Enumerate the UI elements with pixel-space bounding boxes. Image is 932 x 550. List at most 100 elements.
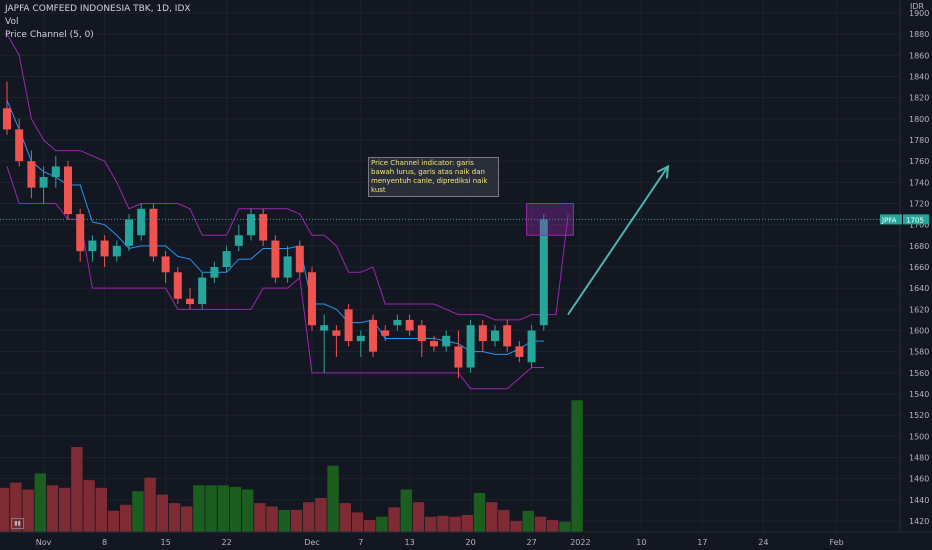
time-axis[interactable]: Nov 8 15 22 Dec 7 13 20 27 2022 10 17 24 Feb xyxy=(0,531,932,550)
time-tick-label: 15 xyxy=(161,538,171,547)
candle xyxy=(393,314,402,331)
price-axis-bg xyxy=(900,0,932,550)
volume-bar xyxy=(522,510,534,532)
candle xyxy=(112,240,121,262)
candle xyxy=(320,314,329,373)
price-tick-label: 1440 xyxy=(909,496,929,505)
candle-body xyxy=(76,214,85,252)
candle-body xyxy=(381,330,390,336)
price-tick-label: 1560 xyxy=(909,369,929,378)
candle-body xyxy=(247,214,255,236)
volume-bar xyxy=(498,509,510,532)
vol-indicator-label[interactable]: Vol xyxy=(5,17,19,27)
candle-body xyxy=(39,177,48,188)
time-tick-label: 2022 xyxy=(570,538,590,547)
volume-bar xyxy=(278,509,290,532)
volume-bar xyxy=(83,480,95,532)
volume-bar xyxy=(181,506,193,532)
price-tick-label: 1500 xyxy=(909,432,929,441)
candle-body xyxy=(64,166,72,215)
price-tick-label: 1740 xyxy=(909,178,929,187)
price-tick-label: 1900 xyxy=(909,9,929,18)
time-tick-label: 27 xyxy=(527,538,537,547)
candle xyxy=(88,235,97,262)
price-tick-label: 1780 xyxy=(909,136,929,145)
candle xyxy=(161,251,170,283)
price-tick-label: 1720 xyxy=(909,200,929,209)
volume-bar xyxy=(132,491,144,532)
price-tick-label: 1640 xyxy=(909,284,929,293)
candle xyxy=(491,325,499,347)
projection-arrow-head xyxy=(656,164,670,179)
volume-bar xyxy=(107,510,120,532)
candle-body xyxy=(466,325,475,368)
volume-bar xyxy=(71,447,83,532)
time-tick-label: 10 xyxy=(636,538,646,547)
candle-body xyxy=(210,267,219,278)
drawings-layer[interactable] xyxy=(0,164,880,316)
volume-bar xyxy=(364,520,376,532)
projection-arrow xyxy=(567,165,669,316)
candle xyxy=(539,214,548,331)
candle xyxy=(222,245,231,273)
volume-layer xyxy=(0,400,583,532)
volume-bar xyxy=(449,516,461,532)
volume-bar xyxy=(303,502,315,532)
tradingview-logo-icon[interactable]: ▮▮ xyxy=(11,518,24,529)
price-channel-label[interactable]: Price Channel (5, 0) xyxy=(5,30,94,40)
price-tick-label: 1680 xyxy=(909,242,929,251)
candle xyxy=(39,166,48,204)
candle xyxy=(76,208,85,262)
price-tick-label: 1540 xyxy=(909,390,929,399)
candle-body xyxy=(503,325,512,347)
candle-body xyxy=(442,335,451,347)
volume-bar xyxy=(437,515,449,532)
price-tick-label: 1860 xyxy=(909,51,929,60)
candle-body xyxy=(222,251,231,267)
candle-body xyxy=(320,325,329,331)
time-axis-bg xyxy=(0,532,932,550)
candle-body xyxy=(112,245,121,257)
chart-grid xyxy=(0,0,900,532)
volume-bar xyxy=(120,504,132,532)
annotation-note[interactable]: Price Channel indicator: garis bawah lur… xyxy=(368,157,499,197)
volume-bar xyxy=(388,507,400,532)
channel-upper-line xyxy=(6,33,569,321)
candle xyxy=(149,203,158,262)
price-tick-label: 1880 xyxy=(909,30,929,39)
price-axis[interactable]: IDR 1420 1440 1460 1480 1500 1520 1540 1560 1580 1… xyxy=(880,0,932,550)
candle-body xyxy=(344,309,353,342)
candle-body xyxy=(27,161,36,188)
volume-bar xyxy=(144,477,156,532)
price-tick-label: 1840 xyxy=(909,73,929,82)
volume-bar xyxy=(10,482,22,532)
candle xyxy=(417,319,426,357)
price-tick-label: 1760 xyxy=(909,157,929,166)
volume-bar xyxy=(0,487,10,532)
candle-body xyxy=(308,272,316,326)
time-tick-label: Nov xyxy=(36,538,52,547)
candle xyxy=(466,319,475,373)
volume-bar xyxy=(547,520,559,532)
candle-body xyxy=(369,319,377,352)
candle xyxy=(442,330,451,352)
volume-bar xyxy=(339,503,351,532)
last-price-tag xyxy=(903,214,929,225)
volume-bar xyxy=(266,506,278,532)
volume-bar xyxy=(559,521,571,532)
candle xyxy=(259,208,268,246)
candle-body xyxy=(491,330,499,342)
candle-body xyxy=(539,219,548,326)
volume-bar xyxy=(486,502,498,532)
volume-bar xyxy=(473,492,486,532)
candle xyxy=(137,203,146,241)
candle-body xyxy=(295,245,304,273)
volume-bar xyxy=(168,503,181,532)
time-tick-label: 13 xyxy=(405,538,415,547)
volume-bar xyxy=(412,502,425,532)
symbol-title[interactable]: JAPFA COMFEED INDONESIA TBK, 1D, IDX xyxy=(5,4,191,14)
candle xyxy=(515,341,524,363)
candle xyxy=(503,319,512,352)
candle-body xyxy=(478,325,487,342)
